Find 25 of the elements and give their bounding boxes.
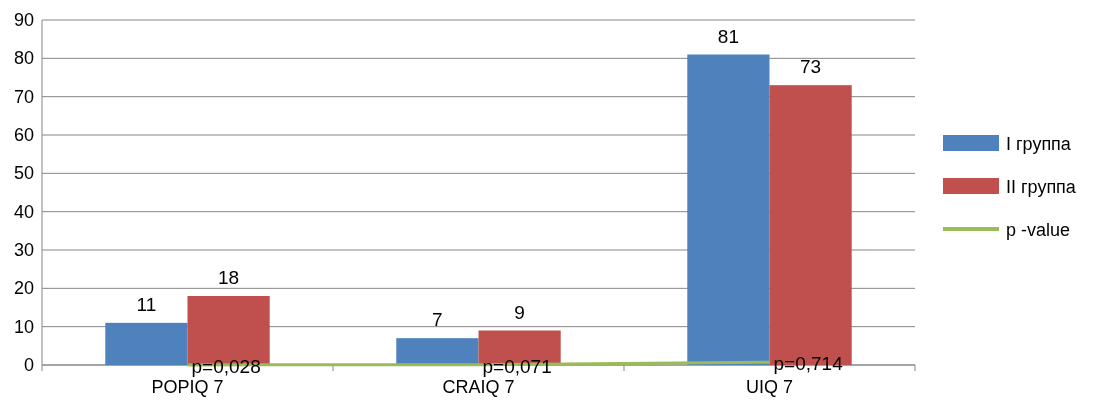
- y-tick-label: 0: [23, 355, 34, 375]
- y-tick-label: 10: [13, 316, 34, 337]
- bar: [687, 54, 770, 365]
- legend-label: I группа: [1006, 134, 1072, 154]
- legend-label: II группа: [1006, 177, 1077, 197]
- bar: [396, 338, 479, 365]
- y-tick-label: 40: [13, 201, 34, 222]
- bar: [105, 322, 188, 365]
- x-tick-label: CRAIQ 7: [442, 377, 515, 397]
- y-tick-label: 50: [13, 163, 34, 184]
- data-label: 7: [432, 309, 443, 331]
- data-label: 9: [514, 301, 525, 323]
- data-label: 18: [218, 267, 240, 288]
- x-tick-label: UIQ 7: [745, 377, 794, 397]
- y-tick-label: 70: [13, 86, 34, 107]
- x-tick-label: POPIQ 7: [151, 377, 224, 397]
- data-label: 11: [136, 293, 157, 315]
- y-tick-label: 80: [13, 48, 34, 69]
- y-tick-label: 30: [13, 240, 34, 260]
- data-label: 81: [717, 25, 739, 47]
- legend-label: p -value: [1006, 220, 1071, 240]
- y-tick-label: 20: [13, 278, 34, 299]
- y-tick-label: 60: [13, 125, 34, 145]
- data-label: 73: [800, 56, 822, 78]
- y-tick-label: 90: [13, 10, 34, 30]
